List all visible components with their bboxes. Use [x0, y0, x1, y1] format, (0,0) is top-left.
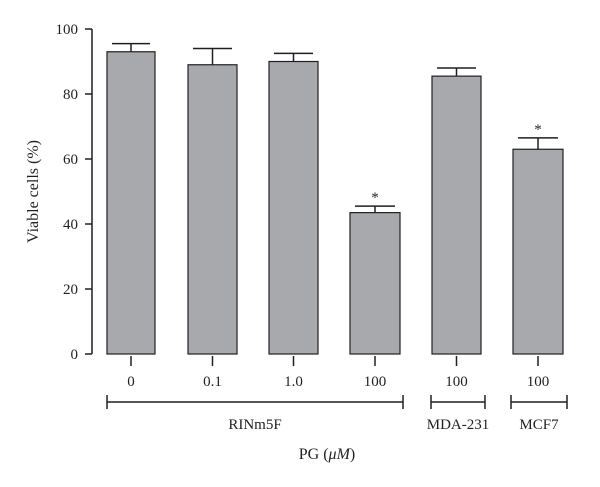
x-axis-title: PG (μM)	[299, 446, 355, 463]
x-tick-label: 100	[364, 374, 387, 390]
bar	[106, 51, 156, 355]
significance-marker: *	[534, 122, 542, 138]
y-tick-label: 100	[56, 22, 79, 38]
x-axis: 0 0.1 1.0 100 100 100	[127, 356, 549, 390]
x-tick-label: 100	[527, 374, 550, 390]
x-axis-title-prefix: PG (	[299, 446, 329, 463]
significance-marker: *	[371, 190, 379, 206]
group-label: RINm5F	[228, 417, 281, 433]
bar	[187, 64, 238, 355]
bar	[512, 148, 564, 355]
bar	[349, 212, 401, 355]
y-tick-label: 40	[63, 217, 78, 233]
y-tick-label: 0	[71, 347, 79, 363]
y-tick-label: 60	[63, 152, 78, 168]
x-tick-label: 0.1	[203, 374, 222, 390]
y-axis: 0 20 40 60 80 100	[56, 22, 93, 363]
y-tick-label: 20	[63, 282, 78, 298]
bars: **	[106, 42, 564, 355]
x-tick-label: 0	[127, 374, 135, 390]
x-tick-label: 100	[445, 374, 468, 390]
y-axis-title: Viable cells (%)	[25, 140, 42, 243]
group-label: MDA-231	[427, 417, 490, 433]
y-tick-label: 80	[63, 87, 78, 103]
group-brackets: RINm5F MDA-231 MCF7	[106, 395, 568, 433]
bar	[431, 75, 482, 355]
x-tick-label: 1.0	[284, 374, 303, 390]
group-label: MCF7	[519, 417, 559, 433]
bar	[268, 60, 319, 355]
x-axis-title-unit: μM	[328, 446, 352, 463]
x-axis-title-suffix: )	[350, 446, 355, 463]
